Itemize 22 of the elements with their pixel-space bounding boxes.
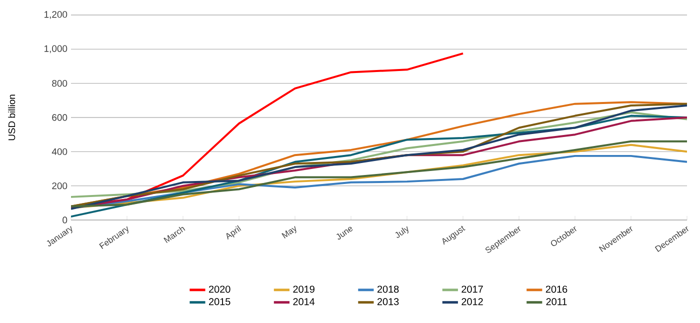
y-axis-title: USD billion xyxy=(8,94,16,140)
y-tick-label: 0 xyxy=(62,216,68,224)
y-tick-label: 400 xyxy=(52,148,68,156)
y-tick-label: 1,200 xyxy=(44,11,68,19)
y-tick-label: 600 xyxy=(52,114,68,121)
legend-label: 2013 xyxy=(377,298,399,306)
legend-label: 2019 xyxy=(293,286,314,293)
y-tick-label: 200 xyxy=(52,182,68,190)
x-tick-label: May xyxy=(282,226,296,238)
legend-label: 2018 xyxy=(377,286,399,293)
legend-label: 2011 xyxy=(546,298,567,306)
y-tick-label: 1,000 xyxy=(44,45,68,54)
line-series xyxy=(71,111,688,198)
legend-label: 2015 xyxy=(209,298,230,306)
legend-label: 2012 xyxy=(462,298,483,306)
legend-label: 2016 xyxy=(546,286,568,293)
legend-label: 2014 xyxy=(293,298,315,306)
legend-label: 2020 xyxy=(209,286,230,293)
x-tick-label: July xyxy=(395,226,408,238)
y-tick-label: 800 xyxy=(52,80,68,87)
x-tick-label: June xyxy=(336,226,353,240)
legend-label: 2017 xyxy=(462,286,483,293)
